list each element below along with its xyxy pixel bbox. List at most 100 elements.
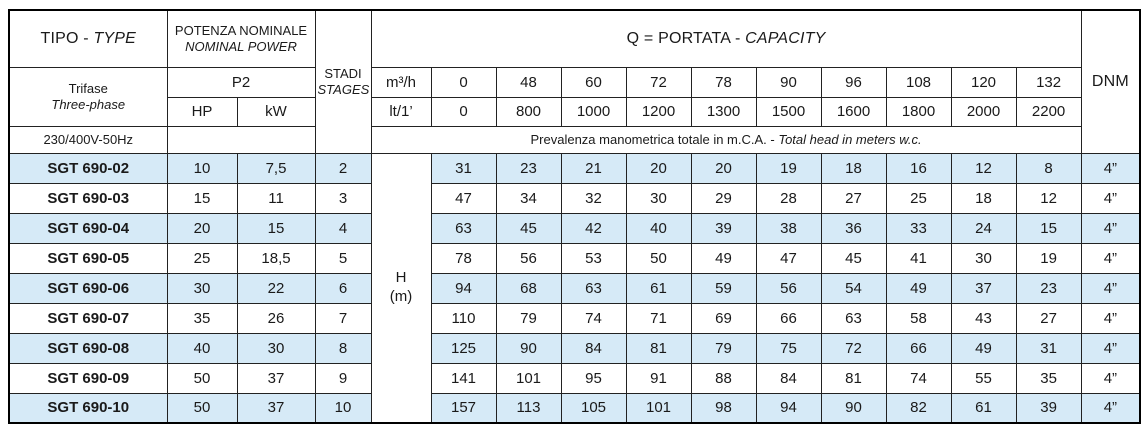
phase-label-en: Three-phase [51,96,126,112]
tipo-label: TIPO - [40,29,94,47]
head-value: 71 [625,302,692,334]
kw-value: 7,5 [236,152,316,184]
kw-value: 30 [236,332,316,364]
dnm-value: 4” [1080,152,1141,184]
voltage-header: 230/400V-50Hz [8,125,168,154]
dnm-value: 4” [1080,392,1141,424]
head-value: 47 [430,182,497,214]
head-value: 35 [1015,362,1082,394]
flow-lt-col-9: 2200 [1015,96,1082,127]
head-value: 63 [820,302,887,334]
head-value: 32 [560,182,627,214]
capacity-label-en: CAPACITY [745,29,826,47]
table-row: SGT 690-04 20 15 4 63 45 42 40 39 38 36 33 24 15 4” [8,212,1141,244]
flow-m3h-col-9: 132 [1015,66,1082,98]
head-value: 21 [560,152,627,184]
head-value: 79 [690,332,757,364]
head-value: 105 [560,392,627,424]
head-value: 55 [950,362,1017,394]
head-value: 84 [755,362,822,394]
flow-lt-col-6: 1600 [820,96,887,127]
hp-value: 40 [166,332,238,364]
head-value: 61 [950,392,1017,424]
head-value: 39 [690,212,757,244]
head-value: 56 [755,272,822,304]
head-note-it: Prevalenza manometrica totale in m.C.A. … [530,131,779,147]
pump-spec-table: TIPO - TYPE POTENZA NOMINALE NOMINAL POW… [8,9,1142,424]
head-value: 98 [690,392,757,424]
head-value: 29 [690,182,757,214]
stages-value: 5 [314,242,372,274]
head-value: 94 [430,272,497,304]
head-value: 61 [625,272,692,304]
table-header: TIPO - TYPE POTENZA NOMINALE NOMINAL POW… [8,9,1141,154]
head-value: 18 [820,152,887,184]
head-note-en: Total head in meters w.c. [778,131,922,147]
head-value: 59 [690,272,757,304]
head-value: 28 [755,182,822,214]
head-value: 50 [625,242,692,274]
head-value: 101 [495,362,562,394]
dnm-value: 4” [1080,302,1141,334]
head-value: 42 [560,212,627,244]
head-value: 81 [820,362,887,394]
type-label: TYPE [93,29,137,47]
head-value: 101 [625,392,692,424]
hp-value: 35 [166,302,238,334]
table-row: SGT 690-05 25 18,5 5 78 56 53 50 49 47 45 41 30 19 4” [8,242,1141,274]
head-value: 34 [495,182,562,214]
nominal-power-header: POTENZA NOMINALE NOMINAL POWER [166,9,316,68]
flow-lt-col-0: 0 [430,96,497,127]
head-value: 23 [1015,272,1082,304]
head-value: 12 [950,152,1017,184]
head-value: 56 [495,242,562,274]
head-value: 113 [495,392,562,424]
head-value: 30 [625,182,692,214]
hp-value: 15 [166,182,238,214]
flow-m3h-col-5: 90 [755,66,822,98]
kw-value: 15 [236,212,316,244]
stages-value: 10 [314,392,372,424]
flow-m3h-col-1: 48 [495,66,562,98]
stages-value: 4 [314,212,372,244]
pump-model: SGT 690-03 [8,182,168,214]
head-value: 84 [560,332,627,364]
head-value: 38 [755,212,822,244]
flow-lt-col-4: 1300 [690,96,757,127]
power-label-en: NOMINAL POWER [185,38,297,54]
head-value: 20 [625,152,692,184]
stages-value: 2 [314,152,372,184]
hp-value: 20 [166,212,238,244]
pump-model: SGT 690-05 [8,242,168,274]
head-value: 33 [885,212,952,244]
flow-lt-col-1: 800 [495,96,562,127]
head-value: 94 [755,392,822,424]
hp-value: 30 [166,272,238,304]
stages-header: STADI STAGES [314,9,372,154]
pump-model: SGT 690-07 [8,302,168,334]
head-value: 16 [885,152,952,184]
kw-value: 18,5 [236,242,316,274]
head-value: 95 [560,362,627,394]
kw-value: 37 [236,362,316,394]
flow-lt-col-3: 1200 [625,96,692,127]
pump-model: SGT 690-08 [8,332,168,364]
head-value: 75 [755,332,822,364]
head-value: 88 [690,362,757,394]
head-value: 36 [820,212,887,244]
dnm-value: 4” [1080,332,1141,364]
stages-value: 6 [314,272,372,304]
head-value: 81 [625,332,692,364]
dnm-header: DNM [1080,9,1141,154]
head-value: 53 [560,242,627,274]
hp-value: 25 [166,242,238,274]
head-value: 27 [1015,302,1082,334]
head-value: 58 [885,302,952,334]
pump-model: SGT 690-06 [8,272,168,304]
flow-m3h-col-6: 96 [820,66,887,98]
head-value: 90 [820,392,887,424]
head-value: 69 [690,302,757,334]
hp-value: 50 [166,392,238,424]
hp-value: 10 [166,152,238,184]
head-value: 18 [950,182,1017,214]
